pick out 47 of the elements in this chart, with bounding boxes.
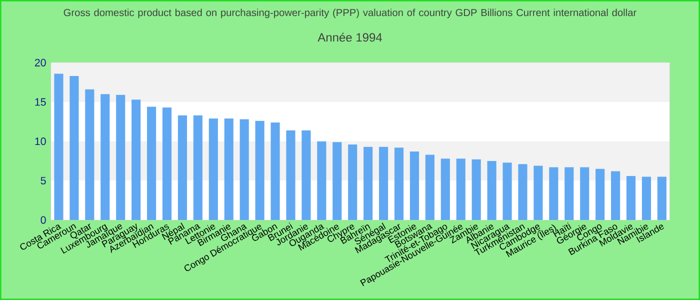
bar [611,171,620,220]
y-tick-label: 5 [40,176,46,184]
bar [564,167,574,220]
bar [116,94,126,220]
y-tick-label: 15 [35,98,46,106]
bar [54,74,64,220]
bar [394,148,404,220]
bar [100,94,110,220]
bar [425,154,434,220]
bar [472,159,481,220]
bar [642,176,651,220]
bar [440,158,450,220]
bar [596,168,605,220]
bar [456,158,466,220]
bar [132,100,141,220]
chart-subtitle: Année 1994 [318,32,382,42]
bar [657,176,666,220]
bar [348,144,358,220]
bar [255,120,264,220]
bar [332,142,342,220]
y-tick-label: 10 [35,138,46,146]
bar [286,130,296,220]
bar [410,152,419,220]
bar [224,118,234,220]
bar [70,76,79,220]
bar [208,118,218,220]
bar [193,115,202,220]
bar [162,108,172,220]
bar [502,162,512,220]
y-tick-label: 20 [34,58,46,66]
y-tick-label: 0 [40,216,46,224]
bar [487,161,496,220]
bar [178,115,187,220]
bar [147,106,156,220]
bar [302,130,311,220]
bar [85,89,94,220]
bar [364,146,373,220]
bar [549,167,558,220]
bar [518,164,528,220]
bar [317,141,326,220]
bar [240,119,249,220]
bar [270,122,280,220]
bar [580,167,590,220]
bar [379,146,388,220]
bar [534,166,543,220]
chart-title: Gross domestic product based on purchasing-power-parity (PPP) valuation of country GDP Billions Current international dollar [64,8,636,18]
bar [626,176,636,220]
